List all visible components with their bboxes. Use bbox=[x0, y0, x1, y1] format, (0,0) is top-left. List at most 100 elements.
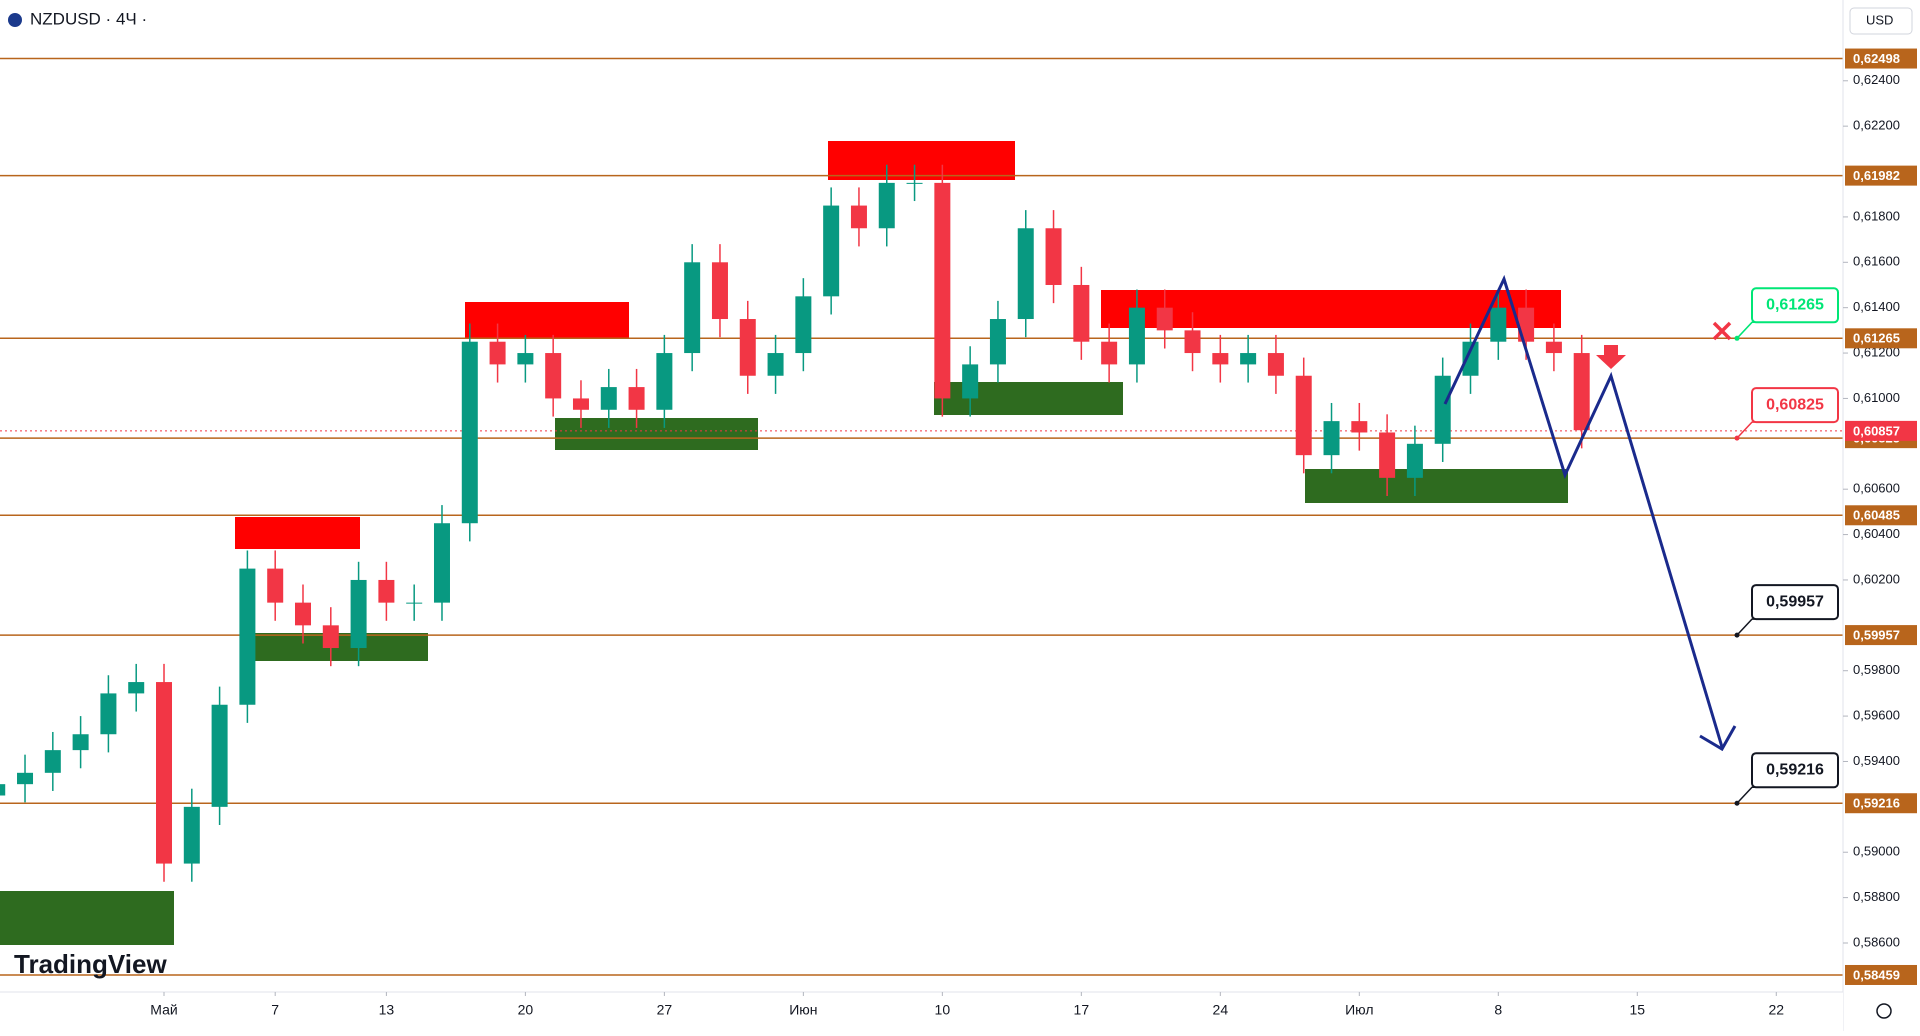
callout-label: 0,60825 bbox=[1766, 396, 1824, 413]
candle-body bbox=[461, 341, 478, 524]
y-tick-label: 0,60200 bbox=[1853, 571, 1900, 586]
candle-body bbox=[906, 182, 923, 184]
candle-body bbox=[628, 387, 645, 410]
candle-body bbox=[711, 262, 728, 320]
forecast-path bbox=[1443, 274, 1724, 748]
candle-body bbox=[1434, 375, 1451, 444]
currency-button[interactable] bbox=[1849, 7, 1913, 35]
callout-box bbox=[1751, 387, 1839, 424]
x-tick-label: 10 bbox=[935, 1002, 951, 1018]
x-tick-label: Июн bbox=[789, 1002, 817, 1018]
candle-body bbox=[72, 734, 89, 751]
demand-zone bbox=[253, 633, 428, 661]
callout-box bbox=[1751, 287, 1839, 324]
callout-box bbox=[1751, 584, 1839, 621]
candle-body bbox=[1184, 330, 1201, 354]
y-tick-label: 0,59600 bbox=[1853, 708, 1900, 723]
candle-body bbox=[433, 523, 450, 603]
candle-body bbox=[1212, 353, 1229, 365]
callout-pointer bbox=[1736, 618, 1770, 636]
candle-body bbox=[878, 182, 895, 229]
candle-body bbox=[684, 262, 701, 354]
candle-body bbox=[1073, 284, 1090, 342]
callout-anchor bbox=[1734, 632, 1740, 638]
supply-zone bbox=[235, 517, 360, 549]
price-tag-label: 0,62498 bbox=[1853, 51, 1900, 66]
candle-body bbox=[739, 319, 756, 376]
x-tick-label: 22 bbox=[1768, 1002, 1784, 1018]
price-tag bbox=[1845, 48, 1917, 69]
candle-body bbox=[989, 319, 1006, 365]
price-tag-label: 0,60857 bbox=[1853, 423, 1900, 438]
candle-body bbox=[128, 682, 145, 694]
candle-body bbox=[100, 693, 117, 735]
axes: 0,62400 0,62200 0,61800 0,61600 0,61400 0,612… bbox=[150, 48, 1917, 1018]
callout-label: 0,59216 bbox=[1766, 761, 1824, 778]
plot: 0,61265 0,60825 0,59957 0,59216 bbox=[0, 57, 1843, 976]
candle-body bbox=[294, 602, 311, 626]
x-tick-label: 7 bbox=[271, 1002, 279, 1018]
demand-zone bbox=[0, 891, 174, 945]
cross-mark bbox=[1712, 321, 1732, 341]
forecast-arrowhead bbox=[1699, 725, 1737, 752]
candle-body bbox=[823, 205, 840, 297]
demand-zone bbox=[555, 418, 758, 450]
callout-pointer bbox=[1736, 321, 1770, 339]
price-tag-label: 0,59957 bbox=[1853, 628, 1900, 643]
candle-body bbox=[850, 205, 867, 229]
y-tick-label: 0,61400 bbox=[1853, 299, 1900, 314]
logo: TradingView bbox=[14, 949, 167, 979]
candle-body bbox=[17, 772, 34, 785]
candle-body bbox=[1490, 307, 1507, 342]
x-tick-label: 13 bbox=[379, 1002, 395, 1018]
candle-body bbox=[1101, 341, 1118, 365]
y-tick-label: 0,59400 bbox=[1853, 753, 1900, 768]
candle-body bbox=[934, 182, 951, 399]
callout-anchor bbox=[1734, 800, 1740, 806]
candle-body bbox=[183, 806, 200, 864]
candle-body bbox=[1156, 307, 1173, 331]
price-tag bbox=[1845, 793, 1917, 814]
settings-icon[interactable] bbox=[1876, 1003, 1892, 1019]
candle-body bbox=[378, 579, 395, 603]
candle-body bbox=[1128, 307, 1145, 365]
x-tick-label: Июл bbox=[1345, 1002, 1373, 1018]
callout-pointer bbox=[1736, 786, 1770, 804]
y-tick-label: 0,62400 bbox=[1853, 72, 1900, 87]
x-tick-label: 8 bbox=[1494, 1002, 1502, 1018]
y-tick-label: 0,61000 bbox=[1853, 390, 1900, 405]
candle-body bbox=[1573, 353, 1590, 431]
candle-body bbox=[239, 568, 256, 705]
x-tick-label: 27 bbox=[657, 1002, 673, 1018]
x-tick-label: 24 bbox=[1213, 1002, 1229, 1018]
candle-body bbox=[1545, 341, 1562, 354]
price-tag-label: 0,58459 bbox=[1853, 967, 1900, 982]
y-tick-label: 0,62200 bbox=[1853, 118, 1900, 133]
supply-zone bbox=[465, 302, 629, 338]
price-tag-label: 0,61265 bbox=[1853, 331, 1900, 346]
candle-body bbox=[1017, 228, 1034, 320]
price-tag bbox=[1845, 420, 1917, 441]
candle-body bbox=[1267, 353, 1284, 376]
price-tag bbox=[1845, 964, 1917, 985]
zones bbox=[0, 141, 1568, 945]
y-tick-label: 0,58800 bbox=[1853, 889, 1900, 904]
callout-anchor bbox=[1734, 435, 1740, 441]
demand-zone bbox=[1305, 469, 1568, 503]
price-tag-label: 0,61982 bbox=[1853, 168, 1900, 183]
callout-pointer bbox=[1736, 421, 1770, 439]
y-tick-label: 0,59000 bbox=[1853, 844, 1900, 859]
candle-body bbox=[1462, 341, 1479, 376]
candle-body bbox=[1045, 228, 1062, 285]
y-tick-label: 0,58600 bbox=[1853, 934, 1900, 949]
callout-label: 0,59957 bbox=[1766, 593, 1824, 610]
candle-body bbox=[0, 784, 6, 796]
candle-body bbox=[322, 625, 339, 649]
candle-body bbox=[767, 353, 784, 376]
currency[interactable]: USD bbox=[1866, 12, 1893, 27]
candle-body bbox=[1240, 353, 1257, 365]
y-tick-label: 0,59800 bbox=[1853, 662, 1900, 677]
callout-label: 0,61265 bbox=[1766, 297, 1824, 314]
candle-body bbox=[962, 364, 979, 399]
